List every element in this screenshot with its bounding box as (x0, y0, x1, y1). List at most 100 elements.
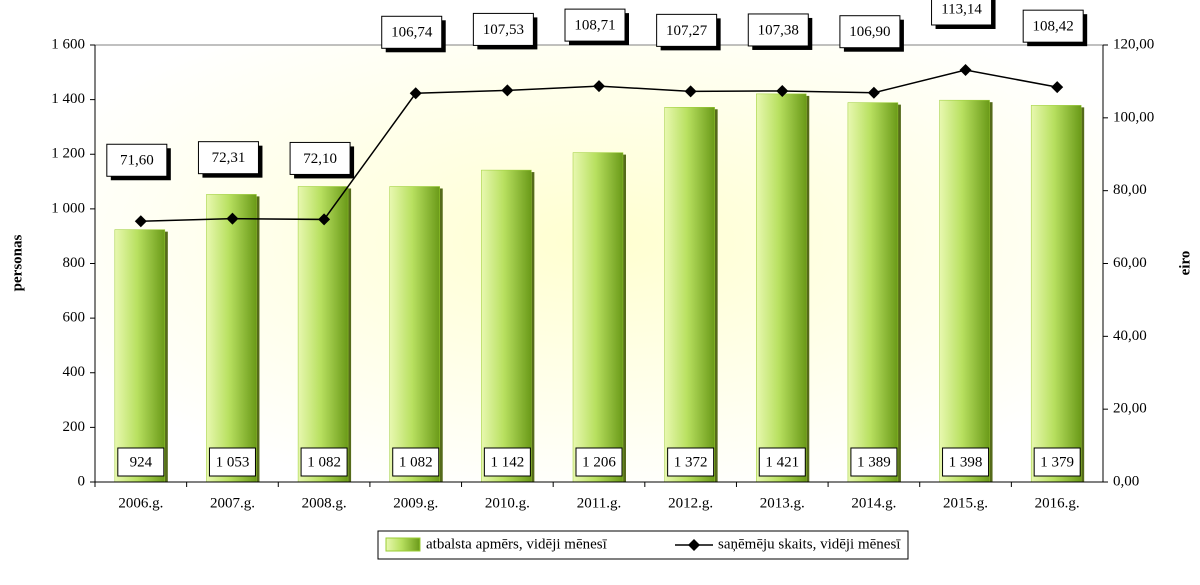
legend-marker (688, 539, 700, 551)
line-marker (226, 212, 239, 225)
x-tick-label: 2008.g. (302, 495, 347, 511)
data-label: 113,14 (941, 1, 982, 17)
data-label-box (575, 447, 623, 477)
data-label: 1 082 (307, 454, 341, 470)
data-label: 1 372 (674, 454, 708, 470)
legend: atbalsta apmērs, vidēji mēnesī saņēmēju s… (377, 530, 909, 560)
data-label: 1 379 (1040, 454, 1074, 470)
y-tick-label: 200 (63, 419, 86, 435)
line-marker (409, 87, 422, 100)
bar (1030, 105, 1082, 483)
data-label: 1 142 (490, 454, 524, 470)
y-axis-title: personas (9, 235, 25, 292)
line-marker (318, 213, 331, 226)
line-marker (684, 85, 697, 98)
y2-tick-label: 100,00 (1113, 109, 1154, 125)
x-tick-label: 2015.g. (943, 495, 988, 511)
y2-axis-title: eiro (1177, 251, 1193, 276)
data-label-box (564, 8, 626, 42)
data-label-box (106, 143, 168, 177)
x-tick-label: 2013.g. (760, 495, 805, 511)
bar (572, 152, 624, 483)
data-label-box (850, 447, 898, 477)
line-marker (1051, 81, 1064, 94)
data-label-box (667, 447, 715, 477)
data-label: 108,71 (574, 18, 615, 34)
line-marker (867, 86, 880, 99)
y2-tick-label: 60,00 (1113, 255, 1147, 271)
line-marker (134, 215, 147, 228)
data-label-box (392, 447, 440, 477)
x-tick-label: 2009.g. (393, 495, 438, 511)
bar (939, 99, 990, 483)
y2-tick-label: 0,00 (1113, 473, 1139, 489)
y-tick-label: 1 000 (51, 200, 85, 216)
data-label: 1 082 (399, 454, 433, 470)
data-label: 924 (130, 454, 153, 470)
data-label: 107,53 (483, 22, 524, 38)
data-label-box (747, 13, 809, 47)
x-tick-label: 2012.g. (668, 495, 713, 511)
data-label-box (942, 447, 990, 477)
y2-tick-label: 40,00 (1113, 328, 1147, 344)
x-tick-label: 2016.g. (1035, 495, 1080, 511)
data-label: 1 053 (216, 454, 250, 470)
line-marker (959, 63, 972, 76)
bar (206, 194, 257, 483)
bar (756, 93, 807, 483)
line-marker (501, 84, 514, 97)
data-label-box (839, 15, 901, 49)
line-marker (776, 84, 789, 97)
data-label: 107,38 (758, 22, 799, 38)
bar (114, 229, 166, 483)
data-label: 72,31 (212, 150, 246, 166)
data-label-box (381, 15, 443, 49)
data-label-box (931, 0, 993, 26)
y-tick-label: 1 400 (51, 91, 85, 107)
data-label-box (208, 447, 256, 477)
x-tick-label: 2014.g. (851, 495, 896, 511)
data-label-box (472, 12, 534, 46)
y-tick-label: 1 200 (51, 146, 85, 162)
data-label-box (1033, 447, 1081, 477)
data-label: 107,27 (666, 23, 708, 39)
data-label-box (300, 447, 348, 477)
legend-label: atbalsta apmērs, vidēji mēnesī (426, 536, 608, 552)
bar (297, 186, 349, 483)
legend-label: saņēmēju skaits, vidēji mēnesī (718, 536, 901, 552)
x-tick-label: 2006.g. (118, 495, 163, 511)
data-label: 1 421 (765, 454, 799, 470)
data-label: 72,10 (303, 151, 337, 167)
y-tick-label: 800 (63, 255, 86, 271)
data-label-box (289, 141, 351, 175)
data-label: 106,90 (849, 24, 890, 40)
y2-tick-label: 20,00 (1113, 401, 1147, 417)
data-label-box (656, 13, 718, 47)
x-tick-label: 2007.g. (210, 495, 255, 511)
data-label-box (1022, 9, 1084, 43)
data-label: 71,60 (120, 153, 154, 169)
bar (389, 186, 440, 483)
data-label-box (117, 447, 165, 477)
data-label: 1 398 (949, 454, 983, 470)
data-label: 108,42 (1033, 19, 1074, 35)
data-label: 1 389 (857, 454, 891, 470)
bar (664, 107, 715, 483)
bar (481, 169, 532, 483)
legend-frame (377, 530, 909, 560)
bar (847, 102, 899, 483)
legend-swatch (385, 537, 421, 552)
y2-tick-label: 80,00 (1113, 182, 1147, 198)
x-tick-label: 2010.g. (485, 495, 530, 511)
y-tick-label: 600 (63, 310, 86, 326)
data-label-box (197, 141, 259, 175)
data-label: 106,74 (391, 25, 433, 41)
data-label: 1 206 (582, 454, 616, 470)
y-tick-label: 1 600 (51, 36, 85, 52)
data-label-box (483, 447, 531, 477)
line-marker (593, 80, 605, 93)
x-tick-label: 2011.g. (577, 495, 621, 511)
y-tick-label: 400 (63, 364, 86, 380)
y-tick-label: 0 (78, 473, 86, 489)
